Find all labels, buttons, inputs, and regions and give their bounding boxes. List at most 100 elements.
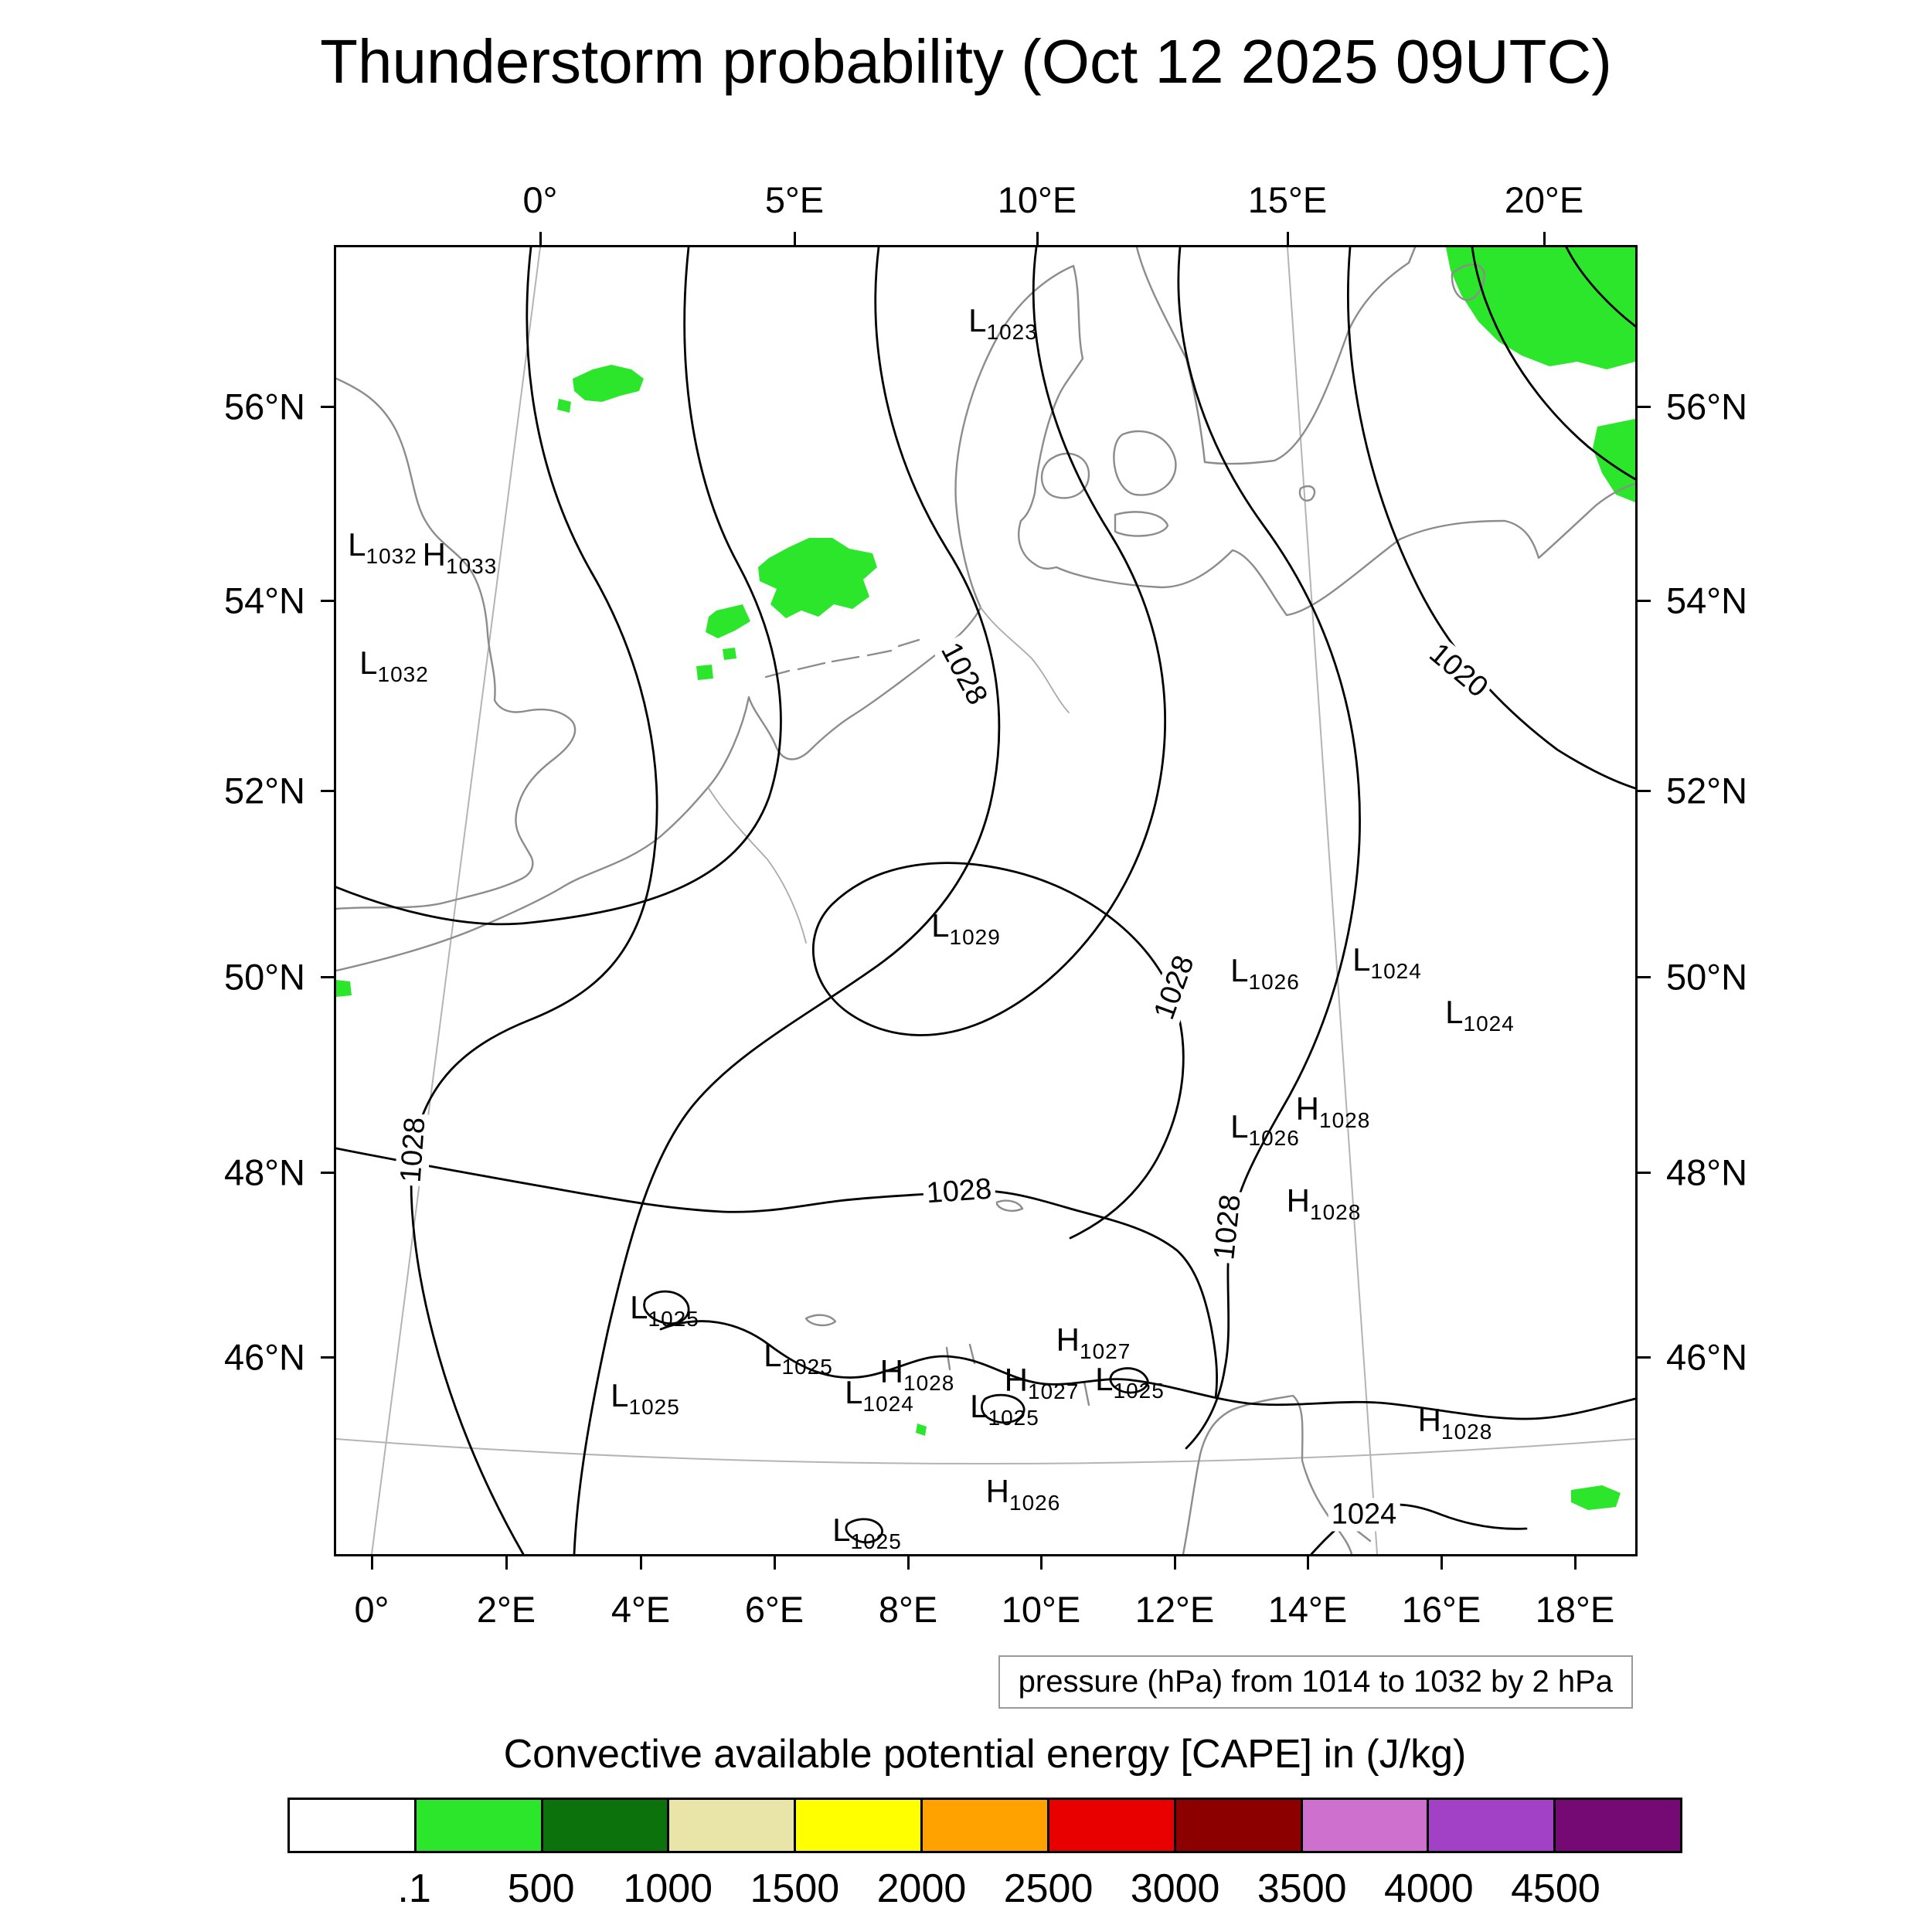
pressure-letter: L [931, 907, 950, 944]
cape-patch [696, 665, 713, 680]
axis-tick-right [1635, 405, 1651, 408]
cape-patch [336, 980, 352, 997]
axis-tick-bottom [1573, 1554, 1577, 1570]
parallel-45N [336, 1438, 1635, 1464]
pressure-center-label: L1025 [1095, 1361, 1165, 1403]
pressure-letter: L [1230, 952, 1249, 988]
pressure-center-label: L1025 [611, 1377, 680, 1419]
axis-tick-top [539, 232, 542, 247]
pressure-letter: H [1286, 1182, 1311, 1219]
axis-label-bottom: 16°E [1401, 1589, 1481, 1630]
pressure-letter: H [1004, 1362, 1029, 1398]
isobar-closed-low [845, 1518, 883, 1544]
contour-label: 1024 [1328, 1498, 1400, 1532]
pressure-letter: L [968, 302, 987, 338]
page-title: Thunderstorm probability (Oct 12 2025 09… [320, 27, 1612, 96]
lake-geneva [804, 1314, 837, 1327]
axis-label-bottom: 0° [354, 1589, 389, 1630]
pressure-center-label: H1027 [1056, 1321, 1131, 1363]
colorbar-cell [543, 1800, 670, 1851]
pressure-value: 1033 [446, 554, 498, 578]
coast-lolland [1114, 511, 1169, 537]
pressure-center-label: L1026 [1230, 952, 1300, 994]
isobars [336, 247, 1635, 1554]
axis-label-right: 50°N [1666, 956, 1748, 998]
axis-tick-bottom [906, 1554, 910, 1570]
colorbar-tick-label: 4000 [1383, 1866, 1474, 1911]
axis-label-bottom: 6°E [744, 1589, 804, 1630]
axis-label-right: 56°N [1666, 386, 1748, 427]
pressure-center-label: L1023 [968, 302, 1038, 344]
axis-tick-bottom [505, 1554, 508, 1570]
coast-britain [336, 377, 577, 910]
isobar-closed-low [981, 1393, 1026, 1424]
cape-patch [916, 1423, 927, 1436]
meridian-15E [1287, 247, 1378, 1554]
pressure-letter: H [985, 1473, 1010, 1509]
coast-gotland [1451, 264, 1485, 301]
pressure-letter: L [630, 1289, 648, 1325]
pressure-value: 1025 [1113, 1379, 1165, 1403]
pressure-letter: H [1056, 1321, 1080, 1358]
pressure-value: 1023 [986, 320, 1038, 344]
cape-colorbar [287, 1798, 1682, 1853]
axes: 0° 5°E 10°E 15°E 20°E 0° 2°E 4°E 6°E 8°E 10°E 12°E 1… [224, 179, 1747, 1630]
axis-label-bottom: 18°E [1535, 1589, 1615, 1630]
pressure-value: 1026 [1009, 1491, 1061, 1515]
isobar [1177, 247, 1361, 1450]
colorbar-cell [416, 1800, 543, 1851]
pressure-range-caption: pressure (hPa) from 1014 to 1032 by 2 hP… [998, 1655, 1633, 1709]
pressure-letter: L [348, 526, 366, 563]
pressure-value: 1024 [1463, 1012, 1515, 1036]
pressure-center-label: H1028 [1296, 1090, 1371, 1132]
axis-label-left: 52°N [223, 770, 305, 811]
axis-label-bottom: 12°E [1134, 1589, 1215, 1630]
axis-tick-right [1635, 975, 1651, 978]
pressure-value: 1024 [862, 1392, 914, 1416]
axis-tick-top [1286, 232, 1289, 247]
colorbar-tick-label: 2500 [1003, 1866, 1094, 1911]
axis-tick-right [1635, 1355, 1651, 1359]
isobar-closed-low [1109, 1367, 1149, 1394]
map-labels-overlay: L1023 L1032 H1033 L1032 L1029 L1026 L1024 L1024… [336, 247, 1635, 1554]
axis-tick-bottom [1039, 1554, 1043, 1570]
colorbar-tick-label: 3000 [1130, 1866, 1220, 1911]
pressure-letter: L [359, 645, 378, 681]
cape-patch [1446, 247, 1635, 369]
pressure-center-label: H1027 [1004, 1362, 1080, 1403]
axis-tick-bottom [370, 1554, 373, 1570]
graticule [336, 247, 1635, 1554]
pressure-center-label: L1032 [348, 526, 417, 568]
pressure-value: 1026 [1248, 1126, 1300, 1150]
pressure-value: 1027 [1080, 1339, 1131, 1363]
axis-tick-right [1635, 1171, 1651, 1174]
pressure-value: 1027 [1028, 1379, 1080, 1403]
pressure-center-label: H1028 [880, 1353, 955, 1395]
pressure-center-label: L1029 [931, 907, 1001, 949]
colorbar-tick-label: 2000 [876, 1866, 967, 1911]
pressure-value: 1025 [628, 1395, 680, 1419]
pressure-center-label: L1025 [630, 1289, 699, 1331]
isobar [336, 247, 782, 926]
colorbar-tick-label: 3500 [1257, 1866, 1347, 1911]
pressure-value: 1029 [949, 925, 1001, 949]
colorbar-tick-label: .1 [397, 1866, 431, 1911]
isobar [410, 247, 658, 1554]
colorbar-cell [923, 1800, 1049, 1851]
axis-tick-left [321, 405, 336, 408]
axis-tick-bottom [773, 1554, 776, 1570]
axis-label-right: 52°N [1666, 770, 1748, 811]
axis-label-top: 15°E [1247, 179, 1328, 220]
axis-label-top: 5°E [764, 179, 825, 220]
axis-tick-top [1543, 232, 1546, 247]
axis-tick-left [321, 789, 336, 792]
isobar [1347, 247, 1635, 790]
axis-label-bottom: 14°E [1267, 1589, 1348, 1630]
river-rhine [708, 787, 807, 944]
pressure-value: 1028 [1319, 1108, 1371, 1132]
colorbar-tick-label: 500 [507, 1866, 575, 1911]
isobar [336, 1147, 1219, 1399]
pressure-center-label: H1026 [985, 1473, 1061, 1515]
axis-tick-bottom [1306, 1554, 1309, 1570]
cape-patch [706, 604, 750, 638]
